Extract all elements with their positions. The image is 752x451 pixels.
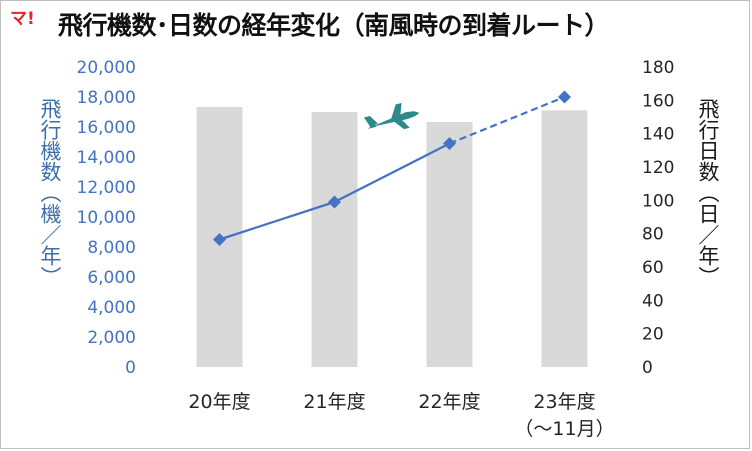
bar-1 bbox=[311, 112, 358, 367]
right-tick-label: 160 bbox=[642, 91, 674, 111]
line-point-1 bbox=[328, 195, 341, 209]
right-tick-label: 80 bbox=[642, 225, 664, 245]
left-tick-label: 16,000 bbox=[77, 118, 136, 138]
line-point-3 bbox=[558, 90, 571, 104]
brand-badge: マ! bbox=[10, 9, 35, 29]
category-label: 20年度 bbox=[188, 391, 250, 413]
right-tick-label: 140 bbox=[642, 125, 674, 145]
left-tick-label: 0 bbox=[125, 358, 136, 378]
bar-3 bbox=[541, 110, 588, 367]
left-tick-label: 10,000 bbox=[77, 208, 136, 228]
right-tick-label: 0 bbox=[642, 358, 653, 378]
right-tick-label: 180 bbox=[642, 58, 674, 78]
right-axis-label: 飛行日数（日／年） bbox=[696, 98, 720, 287]
airplane-icon bbox=[363, 102, 420, 130]
category-label: 21年度 bbox=[303, 391, 365, 413]
line-point-0 bbox=[213, 233, 226, 246]
left-tick-label: 14,000 bbox=[77, 148, 136, 168]
left-tick-label: 8,000 bbox=[87, 238, 136, 258]
category-label: （～11月） bbox=[514, 418, 614, 440]
line-segment-0 bbox=[219, 200, 335, 241]
right-tick-label: 120 bbox=[642, 158, 674, 178]
category-label: 22年度 bbox=[418, 391, 480, 413]
line-point-2 bbox=[443, 137, 456, 150]
left-tick-label: 4,000 bbox=[87, 298, 136, 318]
right-tick-label: 40 bbox=[642, 291, 664, 311]
left-axis-label: 飛行機数（機／年） bbox=[38, 98, 62, 287]
line-segment-1 bbox=[333, 142, 451, 204]
right-tick-label: 100 bbox=[642, 191, 674, 211]
left-tick-label: 2,000 bbox=[87, 328, 136, 348]
left-tick-label: 18,000 bbox=[77, 88, 136, 108]
right-tick-label: 20 bbox=[642, 325, 664, 345]
left-tick-label: 20,000 bbox=[77, 58, 136, 78]
line-segment-2 bbox=[449, 95, 565, 145]
category-label: 23年度 bbox=[533, 391, 595, 413]
right-tick-label: 60 bbox=[642, 258, 664, 278]
left-tick-label: 12,000 bbox=[77, 178, 136, 198]
chart-title: 飛行機数･日数の経年変化（南風時の到着ルート） bbox=[58, 11, 610, 40]
bar-2 bbox=[426, 122, 473, 367]
left-tick-label: 6,000 bbox=[87, 268, 136, 288]
